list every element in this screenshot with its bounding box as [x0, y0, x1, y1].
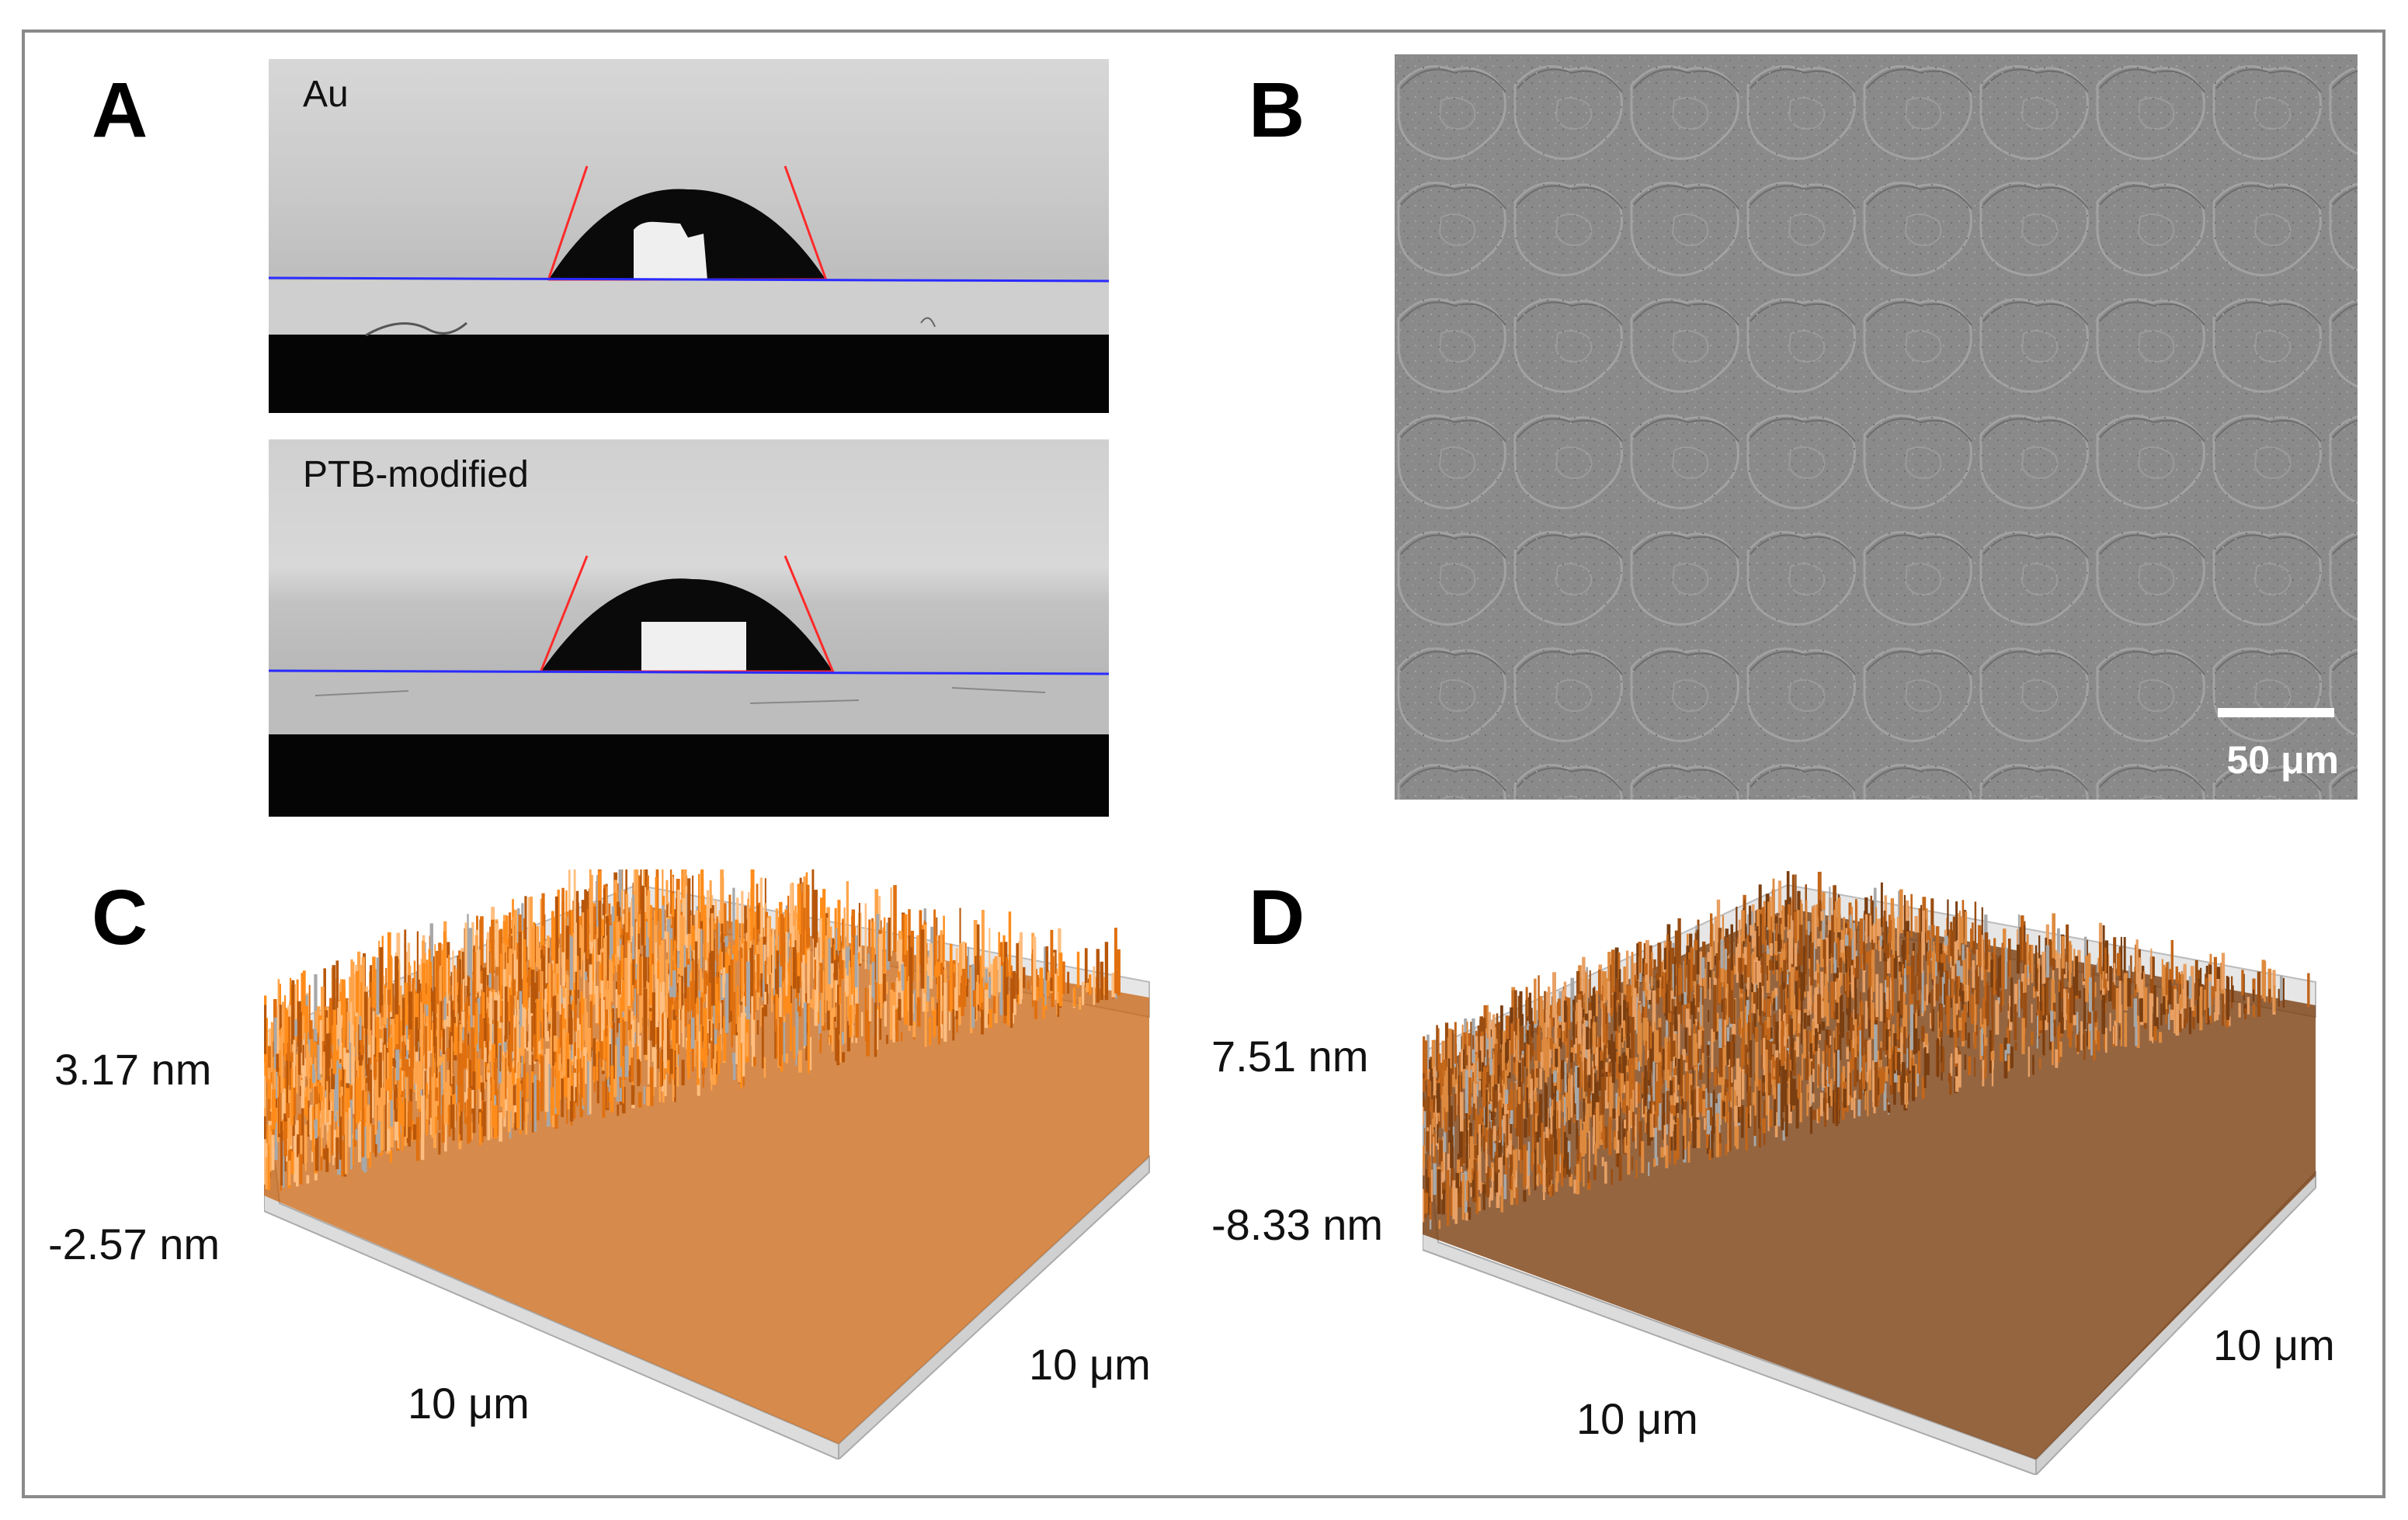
z-max-label-d: 7.51 nm: [1211, 1032, 1369, 1081]
y-extent-label-d: 10 μm: [2213, 1320, 2335, 1369]
y-extent-label-c: 10 μm: [1029, 1340, 1151, 1389]
figure-frame: [22, 29, 2385, 1498]
scale-bar-label: 50 μm: [2226, 738, 2339, 782]
z-max-label-c: 3.17 nm: [54, 1045, 212, 1094]
scale-bar: [2218, 708, 2334, 717]
sem-image: 50 μm: [1395, 54, 2358, 800]
afm-surface-d: [1423, 871, 2316, 1475]
contact-angle-image-ptb: PTB-modified: [269, 439, 1109, 817]
afm-plot-c: [264, 869, 1165, 1459]
afm-plot-d: [1423, 862, 2323, 1475]
image-label-au: Au: [303, 74, 349, 115]
z-min-label-c: -2.57 nm: [48, 1220, 220, 1268]
z-min-label-d: -8.33 nm: [1211, 1200, 1383, 1249]
panel-letter-c: C: [92, 874, 148, 961]
panel-letter-d: D: [1249, 874, 1305, 961]
image-label-ptb-modified: PTB-modified: [303, 454, 529, 495]
panel-letter-a: A: [92, 67, 148, 154]
afm-surface-c: [264, 869, 1150, 1459]
x-extent-label-d: 10 μm: [1576, 1394, 1698, 1443]
x-extent-label-c: 10 μm: [408, 1379, 530, 1428]
droplet-photo-au: [269, 59, 1109, 413]
droplet-photo-ptb: [269, 439, 1109, 817]
contact-angle-image-au: Au: [269, 59, 1109, 413]
sem-micrograph: [1395, 54, 2358, 800]
panel-letter-b: B: [1249, 67, 1305, 154]
